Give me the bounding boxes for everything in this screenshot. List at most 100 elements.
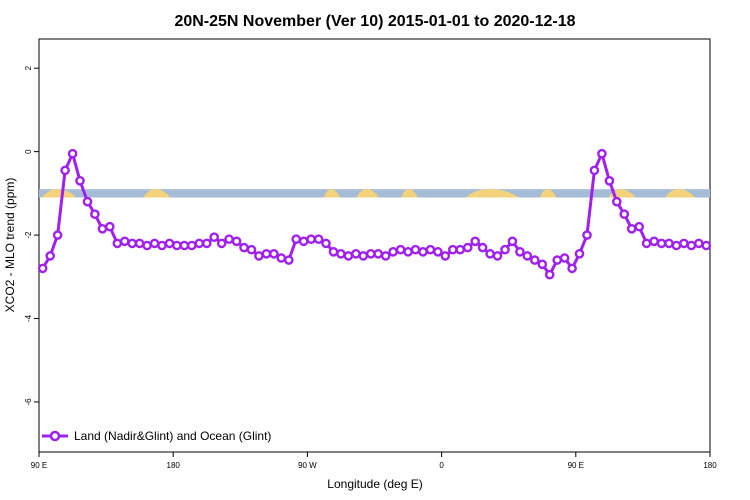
data-point	[172, 240, 182, 251]
x-axis: 90 E 180 90 W 0 90 E 180	[31, 452, 717, 470]
data-point	[186, 240, 197, 251]
data-point	[604, 175, 615, 186]
data-point	[388, 246, 398, 257]
data-point	[276, 253, 287, 263]
y-tick-label: -4	[24, 314, 33, 322]
data-point	[507, 236, 518, 247]
data-point	[634, 221, 645, 232]
x-tick-label: 180	[703, 461, 717, 470]
data-point	[619, 209, 630, 219]
data-point	[522, 251, 533, 261]
data-point	[500, 244, 510, 255]
data-point	[269, 248, 279, 259]
data-point	[261, 248, 272, 259]
data-point	[530, 255, 540, 265]
data-point	[336, 248, 346, 259]
data-point	[455, 244, 466, 255]
data-point	[462, 242, 473, 253]
data-point	[373, 248, 384, 259]
data-point	[231, 236, 242, 247]
series-layer	[37, 148, 712, 280]
data-point	[321, 238, 331, 249]
data-point	[701, 240, 712, 251]
data-point	[37, 263, 48, 274]
data-point	[410, 244, 421, 255]
chart-title: 20N-25N November (Ver 10) 2015-01-01 to …	[174, 13, 575, 30]
data-point	[515, 246, 525, 257]
data-point	[351, 248, 361, 259]
data-point	[52, 230, 63, 240]
legend-point-marker	[49, 430, 61, 442]
y-tick-label: -2	[24, 231, 33, 239]
data-point	[97, 223, 108, 234]
data-point	[380, 251, 391, 261]
data-point	[582, 230, 592, 240]
data-point	[403, 246, 413, 257]
data-point	[119, 236, 130, 247]
data-point	[306, 234, 316, 244]
data-point	[477, 242, 488, 253]
data-point	[291, 234, 302, 244]
x-tick-label: 90 W	[298, 461, 317, 470]
y-tick-label: 2	[24, 65, 33, 70]
data-point	[485, 248, 495, 259]
data-point	[127, 238, 137, 249]
data-point	[671, 240, 682, 251]
x-tick-label: 0	[439, 461, 444, 470]
data-point	[313, 234, 324, 244]
x-tick-label: 90 E	[31, 461, 47, 470]
y-tick-label: -6	[24, 398, 33, 406]
data-point	[567, 263, 577, 274]
y-tick-label: 0	[24, 149, 33, 154]
data-point	[201, 238, 212, 249]
data-point	[664, 238, 674, 249]
data-point	[492, 251, 503, 261]
data-point	[679, 238, 689, 249]
data-point	[142, 240, 152, 251]
data-point	[328, 246, 339, 257]
x-tick-label: 90 E	[568, 461, 584, 470]
data-point	[440, 251, 451, 261]
data-point	[194, 238, 205, 249]
data-point	[67, 148, 78, 159]
map-land	[465, 189, 520, 198]
data-point	[157, 240, 167, 251]
data-point	[246, 244, 257, 255]
data-point	[209, 232, 219, 242]
data-point	[641, 238, 652, 249]
data-point	[164, 238, 175, 249]
data-point	[395, 244, 406, 255]
data-point	[343, 251, 354, 261]
data-point	[216, 238, 227, 249]
legend-label: Land (Nadir&Glint) and Ocean (Glint)	[74, 429, 271, 443]
data-point	[447, 244, 458, 255]
data-point	[589, 165, 600, 176]
map-land	[540, 189, 557, 198]
x-tick-label: 180	[167, 461, 181, 470]
data-point	[358, 251, 369, 261]
data-point	[75, 175, 85, 186]
map-land	[356, 189, 379, 198]
data-point	[694, 238, 704, 249]
data-point	[470, 236, 481, 247]
y-axis: 2 0 -2 -4 -6	[24, 65, 39, 406]
data-point	[60, 165, 70, 176]
data-point	[134, 238, 145, 249]
data-point	[239, 242, 249, 253]
data-point	[365, 248, 376, 259]
data-point	[105, 221, 115, 232]
world-map-band	[39, 189, 710, 198]
data-point	[298, 236, 309, 247]
map-land	[41, 189, 77, 198]
data-point	[179, 240, 190, 251]
map-land	[401, 189, 418, 198]
data-point	[552, 255, 563, 265]
data-point	[45, 251, 56, 261]
data-point	[656, 238, 667, 249]
data-point	[112, 238, 123, 249]
map-land	[323, 189, 341, 198]
data-point	[537, 259, 548, 270]
y-axis-label: XCO2 - MLO trend (ppm)	[3, 178, 17, 313]
data-point	[433, 246, 443, 257]
